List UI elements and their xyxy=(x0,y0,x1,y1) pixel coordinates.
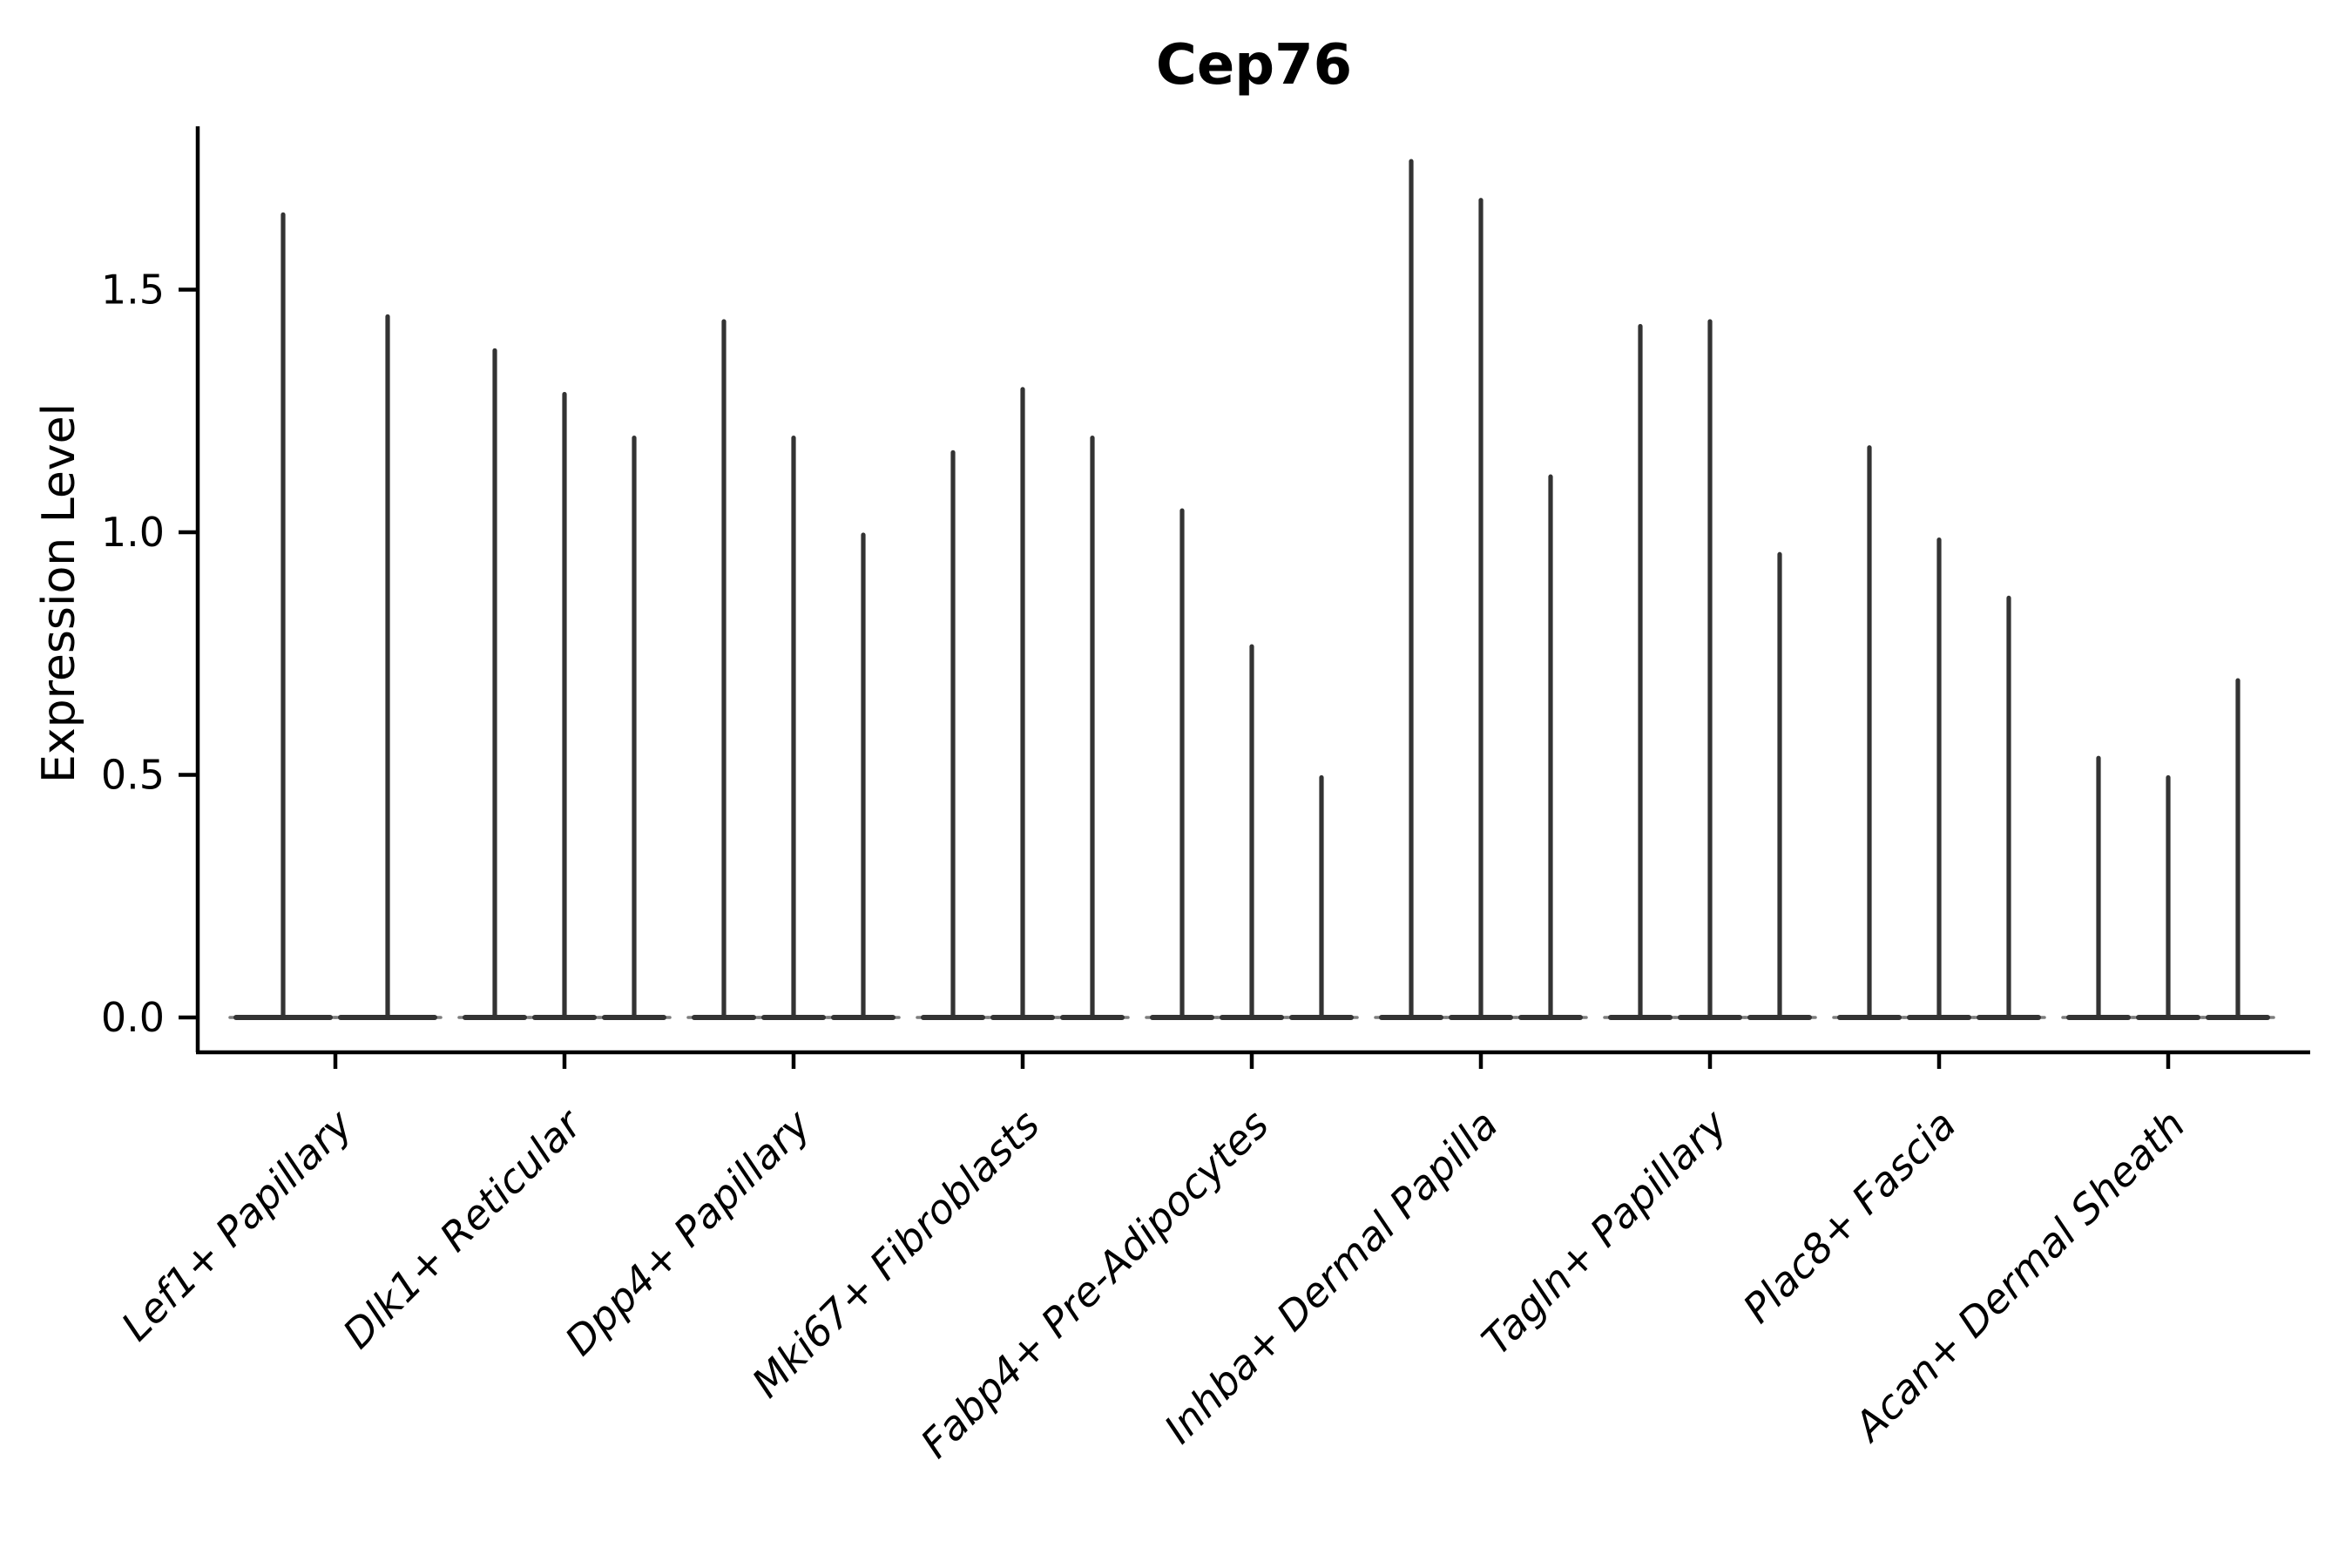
x-tick-label: Lef1+ Papillary xyxy=(112,1100,362,1349)
plot-title: Cep76 xyxy=(1155,33,1353,98)
y-axis-label: Expression Level xyxy=(33,402,85,784)
y-tick-label: 1.5 xyxy=(101,267,165,314)
x-tick-label: Dlk1+ Reticular xyxy=(334,1098,592,1357)
x-tick-label: Dpp4+ Papillary xyxy=(556,1100,820,1364)
x-tick-label: Tagln+ Papillary xyxy=(1472,1100,1736,1364)
y-tick-label: 0.0 xyxy=(101,994,165,1041)
y-tick-label: 0.5 xyxy=(101,752,165,799)
y-tick-label: 1.0 xyxy=(101,509,165,556)
x-tick-label: Plac8+ Fascia xyxy=(1734,1101,1964,1332)
